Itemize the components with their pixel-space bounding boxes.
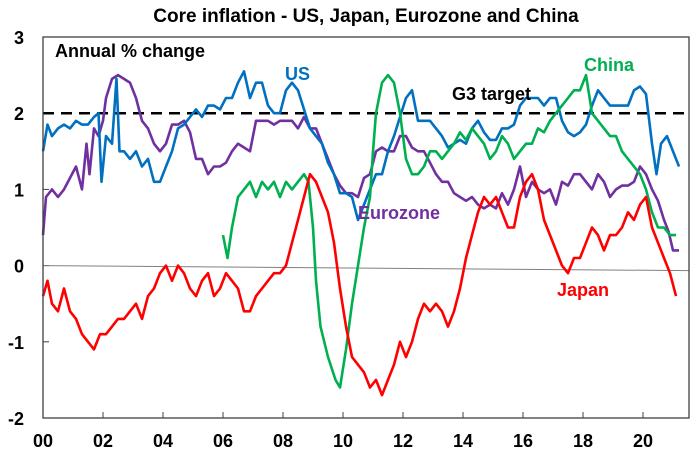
y-tick-label: -2 [8, 409, 24, 429]
x-tick-label: 04 [153, 431, 173, 451]
y-tick-label: 1 [14, 180, 24, 200]
series-line-china [221, 73, 676, 389]
y-tick-label: 2 [14, 104, 24, 124]
reference-lines [42, 111, 690, 272]
x-tick-label: 08 [273, 431, 293, 451]
x-tick-label: 18 [573, 431, 593, 451]
x-tick-label: 16 [513, 431, 533, 451]
zero-line [42, 265, 690, 272]
series-line-eurozone [41, 73, 679, 252]
china-series-label: China [584, 55, 635, 75]
y-tick-label: -1 [8, 333, 24, 353]
series-line-us [41, 70, 681, 222]
y-tick-label: 0 [14, 257, 24, 277]
series-lines [41, 70, 681, 397]
x-tick-label: 10 [333, 431, 353, 451]
plot-frame [42, 36, 690, 419]
x-tick-label: 00 [33, 431, 53, 451]
x-tick-label: 02 [93, 431, 113, 451]
x-tick-label: 14 [453, 431, 473, 451]
japan-series-label: Japan [557, 280, 609, 300]
x-tick-label: 12 [393, 431, 413, 451]
x-tick-label: 20 [633, 431, 653, 451]
g3-target-label: G3 target [452, 84, 531, 104]
x-tick-label: 06 [213, 431, 233, 451]
x-axis: 00 02 04 06 08 10 12 14 16 18 20 [33, 412, 653, 451]
subtitle-label: Annual % change [55, 41, 205, 61]
y-axis: 3 2 1 0 -1 -2 [8, 28, 49, 429]
chart-title: Core inflation - US, Japan, Eurozone and… [153, 6, 579, 27]
us-series-label: US [285, 64, 310, 84]
y-tick-label: 3 [14, 28, 24, 48]
eurozone-series-label: Eurozone [358, 203, 440, 223]
series-line-japan [41, 172, 678, 397]
